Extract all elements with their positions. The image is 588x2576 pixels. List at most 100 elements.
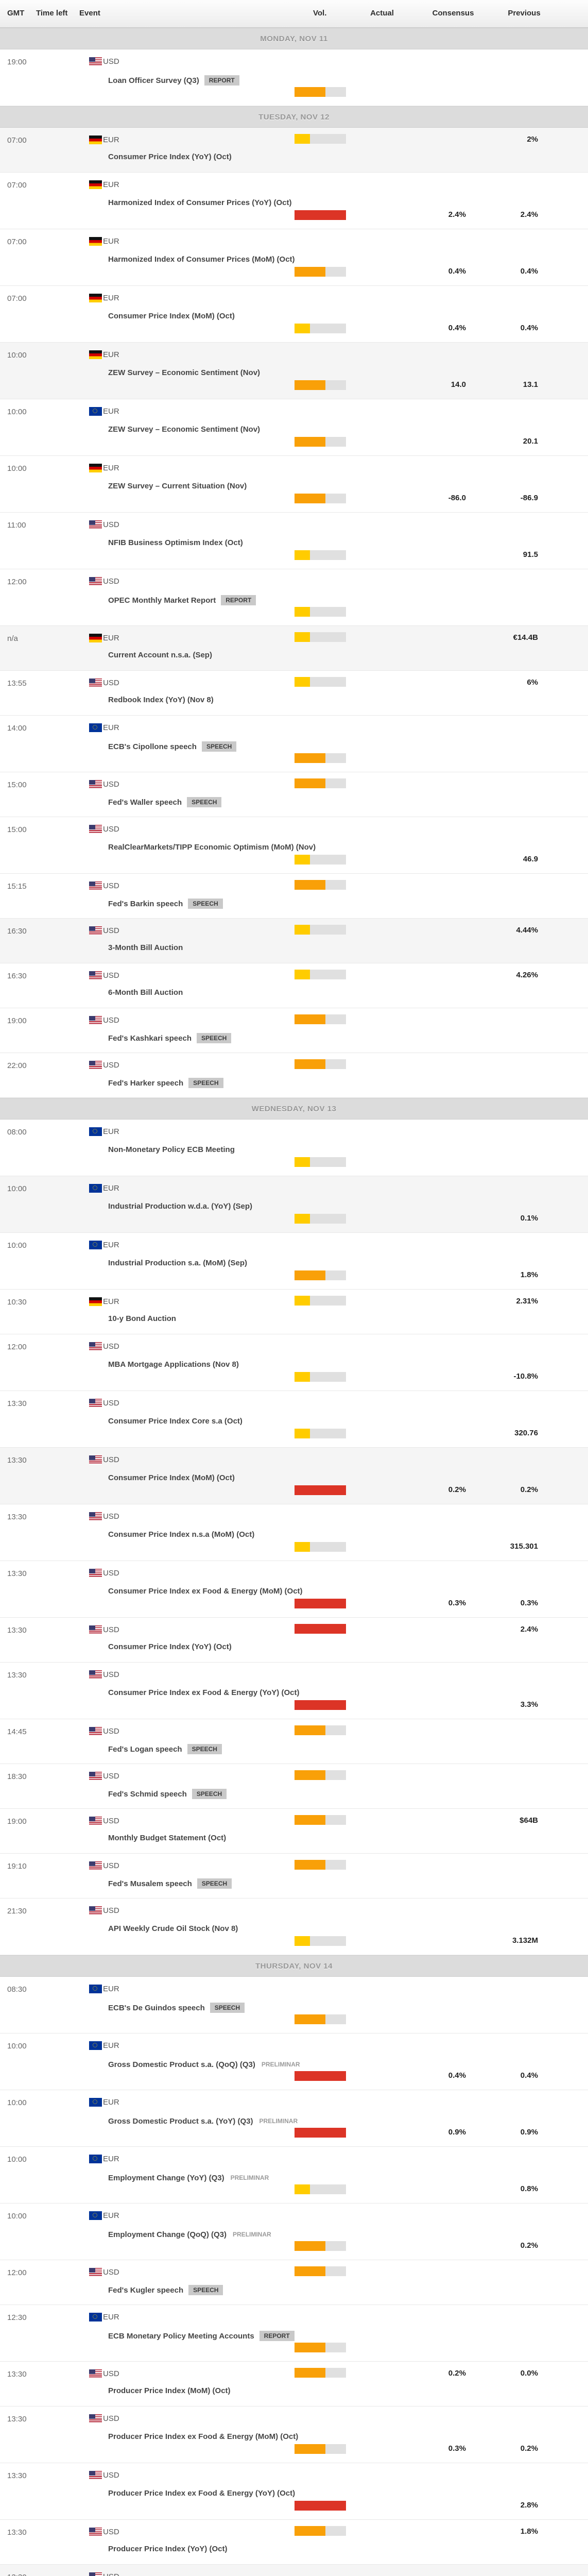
event-title[interactable]: Fed's Musalem speech — [108, 1879, 192, 1888]
event-row[interactable]: 13:30 USD Consumer Price Index ex Food & E… — [0, 1663, 588, 1719]
speech-badge[interactable]: SPEECH — [210, 2003, 245, 2013]
event-row[interactable]: 10:00 EUR Employment Change (YoY) (Q3) PREL… — [0, 2147, 588, 2204]
report-badge[interactable]: REPORT — [204, 75, 239, 86]
event-title[interactable]: Consumer Price Index (MoM) (Oct) — [108, 312, 235, 320]
event-title[interactable]: 10-y Bond Auction — [108, 1314, 176, 1323]
speech-badge[interactable]: SPEECH — [201, 741, 237, 752]
event-row[interactable]: 13:30 USD Consumer Price Index (YoY) (Oct)… — [0, 1618, 588, 1663]
report-badge[interactable]: REPORT — [221, 595, 256, 605]
event-row[interactable]: 13:30 USD Producer Price Index (YoY) (Oct)… — [0, 2520, 588, 2565]
speech-badge[interactable]: SPEECH — [187, 797, 222, 807]
event-title[interactable]: Fed's Kashkari speech — [108, 1034, 192, 1043]
event-row[interactable]: 18:30 USD Fed's Schmid speech SPEECH — [0, 1764, 588, 1809]
event-row[interactable]: 10:00 EUR ZEW Survey – Economic Sentiment … — [0, 399, 588, 456]
event-row[interactable]: 08:00 EUR Non-Monetary Policy ECB Meeting — [0, 1120, 588, 1176]
event-row[interactable]: 15:15 USD Fed's Barkin speech SPEECH — [0, 874, 588, 919]
event-row[interactable]: 10:00 EUR Employment Change (QoQ) (Q3) PREL… — [0, 2204, 588, 2260]
event-row[interactable]: 10:00 EUR ZEW Survey – Economic Sentiment … — [0, 343, 588, 399]
event-title[interactable]: Producer Price Index (MoM) (Oct) — [108, 2386, 231, 2395]
event-title[interactable]: OPEC Monthly Market Report — [108, 596, 216, 605]
event-title[interactable]: Harmonized Index of Consumer Prices (MoM… — [108, 255, 295, 264]
event-row[interactable]: 15:00 USD RealClearMarkets/TIPP Economic O… — [0, 817, 588, 874]
event-row[interactable]: 07:00 EUR Harmonized Index of Consumer Pri… — [0, 173, 588, 229]
event-title[interactable]: 6-Month Bill Auction — [108, 988, 183, 997]
event-row[interactable]: 07:00 EUR Harmonized Index of Consumer Pri… — [0, 229, 588, 286]
event-title[interactable]: Consumer Price Index Core s.a (Oct) — [108, 1417, 243, 1426]
event-title[interactable]: Redbook Index (YoY) (Nov 8) — [108, 696, 214, 704]
event-title[interactable]: Employment Change (QoQ) (Q3) — [108, 2230, 227, 2239]
event-title[interactable]: Monthly Budget Statement (Oct) — [108, 1834, 227, 1842]
event-title[interactable]: Gross Domestic Product s.a. (QoQ) (Q3) — [108, 2060, 255, 2069]
speech-badge[interactable]: SPEECH — [188, 2285, 223, 2295]
event-title[interactable]: Fed's Harker speech — [108, 1079, 184, 1088]
event-row[interactable]: 12:00 USD Fed's Kugler speech SPEECH — [0, 2260, 588, 2305]
event-row[interactable]: 19:00 USD Fed's Kashkari speech SPEECH — [0, 1008, 588, 1053]
speech-badge[interactable]: SPEECH — [192, 1789, 227, 1799]
event-row[interactable]: 07:00 EUR Consumer Price Index (YoY) (Oct)… — [0, 128, 588, 173]
event-row[interactable]: 13:30 USD Producer Price Index (MoM) (Oct)… — [0, 2362, 588, 2406]
event-title[interactable]: Producer Price Index (YoY) (Oct) — [108, 2545, 228, 2553]
event-title[interactable]: Consumer Price Index n.s.a (MoM) (Oct) — [108, 1530, 255, 1539]
event-title[interactable]: Consumer Price Index ex Food & Energy (M… — [108, 1587, 303, 1596]
event-row[interactable]: 19:10 USD Fed's Musalem speech SPEECH — [0, 1854, 588, 1899]
event-title[interactable]: Gross Domestic Product s.a. (YoY) (Q3) — [108, 2117, 253, 2126]
event-row[interactable]: 10:00 EUR Industrial Production w.d.a. (Yo… — [0, 1176, 588, 1233]
event-row[interactable]: 14:45 USD Fed's Logan speech SPEECH — [0, 1719, 588, 1764]
event-row[interactable]: 21:30 USD API Weekly Crude Oil Stock (Nov … — [0, 1899, 588, 1955]
event-title[interactable]: RealClearMarkets/TIPP Economic Optimism … — [108, 843, 316, 852]
event-row[interactable]: 13:30 USD Consumer Price Index ex Food & E… — [0, 1561, 588, 1618]
event-row[interactable]: 10:00 EUR Industrial Production s.a. (MoM)… — [0, 1233, 588, 1290]
report-badge[interactable]: REPORT — [259, 2331, 295, 2341]
event-title[interactable]: Non-Monetary Policy ECB Meeting — [108, 1145, 235, 1154]
event-title[interactable]: Industrial Production w.d.a. (YoY) (Sep) — [108, 1202, 253, 1211]
event-title[interactable]: Industrial Production s.a. (MoM) (Sep) — [108, 1259, 247, 1267]
event-row[interactable]: 12:00 USD MBA Mortgage Applications (Nov 8… — [0, 1334, 588, 1391]
event-title[interactable]: Fed's Barkin speech — [108, 900, 183, 908]
event-row[interactable]: 13:30USDContinuing Jobless Claims (Nov 1… — [0, 2565, 588, 2576]
event-row[interactable]: 08:30 EUR ECB's De Guindos speech SPEECH — [0, 1977, 588, 2033]
event-title[interactable]: Producer Price Index ex Food & Energy (Y… — [108, 2489, 296, 2498]
event-row[interactable]: 14:00 EUR ECB's Cipollone speech SPEECH — [0, 716, 588, 772]
event-title[interactable]: Loan Officer Survey (Q3) — [108, 76, 199, 85]
event-title[interactable]: Fed's Kugler speech — [108, 2286, 184, 2295]
event-row[interactable]: 10:30 EUR 10-y Bond Auction 2.31% — [0, 1290, 588, 1334]
speech-badge[interactable]: SPEECH — [188, 899, 223, 909]
event-row[interactable]: 13:30 USD Consumer Price Index n.s.a (MoM)… — [0, 1504, 588, 1561]
event-title[interactable]: Harmonized Index of Consumer Prices (YoY… — [108, 198, 292, 207]
speech-badge[interactable]: SPEECH — [188, 1078, 223, 1088]
event-row[interactable]: 13:30 USD Producer Price Index ex Food & E… — [0, 2463, 588, 2520]
event-title[interactable]: MBA Mortgage Applications (Nov 8) — [108, 1360, 239, 1369]
event-title[interactable]: ECB's Cipollone speech — [108, 742, 197, 751]
event-row[interactable]: 11:00 USD NFIB Business Optimism Index (Oc… — [0, 513, 588, 569]
event-title[interactable]: Fed's Logan speech — [108, 1745, 182, 1754]
event-row[interactable]: 15:00 USD Fed's Waller speech SPEECH — [0, 772, 588, 817]
event-title[interactable]: Current Account n.s.a. (Sep) — [108, 651, 212, 659]
event-title[interactable]: 3-Month Bill Auction — [108, 943, 183, 952]
speech-badge[interactable]: SPEECH — [187, 1744, 222, 1754]
speech-badge[interactable]: SPEECH — [197, 1878, 232, 1889]
event-row[interactable]: 12:00 USD OPEC Monthly Market Report REPORT — [0, 569, 588, 626]
event-row[interactable]: 22:00 USD Fed's Harker speech SPEECH — [0, 1053, 588, 1098]
speech-badge[interactable]: SPEECH — [196, 1033, 232, 1043]
event-row[interactable]: 10:00 EUR ZEW Survey – Current Situation (… — [0, 456, 588, 513]
event-title[interactable]: ECB Monetary Policy Meeting Accounts — [108, 2332, 254, 2341]
event-title[interactable]: ZEW Survey – Economic Sentiment (Nov) — [108, 425, 261, 434]
event-row[interactable]: 12:30 EUR ECB Monetary Policy Meeting Acco… — [0, 2305, 588, 2362]
event-title[interactable]: ZEW Survey – Economic Sentiment (Nov) — [108, 368, 261, 377]
event-row[interactable]: 13:55 USD Redbook Index (YoY) (Nov 8) 6% — [0, 671, 588, 716]
event-row[interactable]: 13:30 USD Producer Price Index ex Food & E… — [0, 2406, 588, 2463]
event-title[interactable]: ECB's De Guindos speech — [108, 2004, 205, 2012]
event-title[interactable]: Producer Price Index ex Food & Energy (M… — [108, 2432, 299, 2441]
event-title[interactable]: ZEW Survey – Current Situation (Nov) — [108, 482, 247, 490]
event-row[interactable]: 10:00 EUR Gross Domestic Product s.a. (YoY… — [0, 2090, 588, 2147]
event-title[interactable]: API Weekly Crude Oil Stock (Nov 8) — [108, 1924, 238, 1933]
event-title[interactable]: Fed's Schmid speech — [108, 1790, 187, 1799]
event-row[interactable]: 19:00 USD Monthly Budget Statement (Oct) $6… — [0, 1809, 588, 1854]
event-row[interactable]: 07:00 EUR Consumer Price Index (MoM) (Oct)… — [0, 286, 588, 343]
event-title[interactable]: Consumer Price Index (YoY) (Oct) — [108, 152, 232, 161]
event-title[interactable]: Consumer Price Index ex Food & Energy (Y… — [108, 1688, 300, 1697]
event-row[interactable]: 16:30 USD 6-Month Bill Auction 4.26% — [0, 963, 588, 1008]
event-title[interactable]: Fed's Waller speech — [108, 798, 182, 807]
event-row[interactable]: 13:30 USD Consumer Price Index (MoM) (Oct)… — [0, 1448, 588, 1504]
event-row[interactable]: 16:30 USD 3-Month Bill Auction 4.44% — [0, 919, 588, 963]
